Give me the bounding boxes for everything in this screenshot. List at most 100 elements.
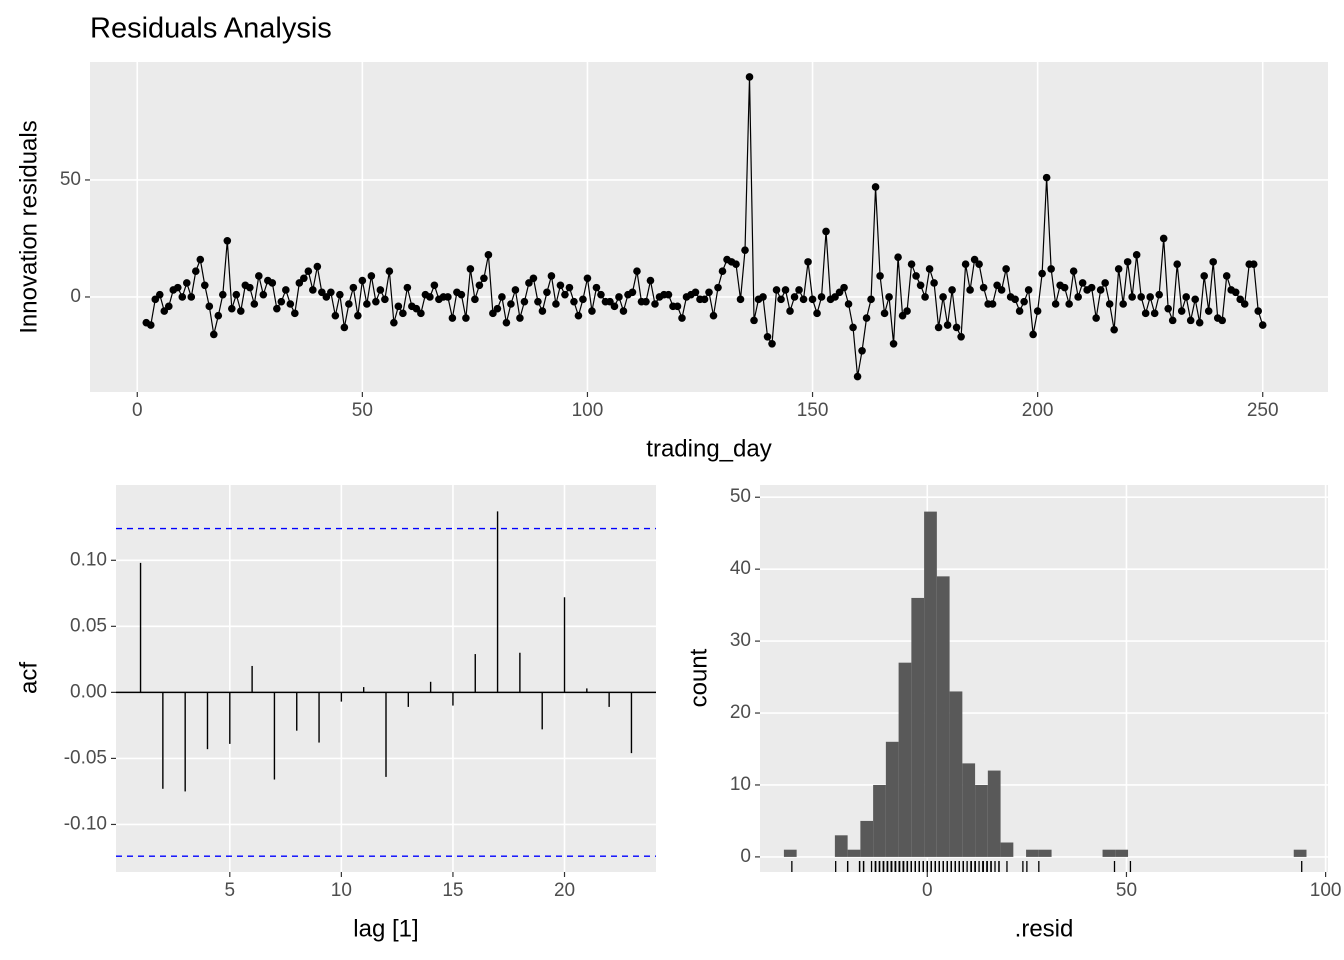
residual-point [966, 286, 974, 294]
residual-point [588, 307, 596, 315]
y-tick-label: 50 [730, 486, 751, 507]
residual-point [304, 267, 313, 276]
residual-point [1038, 269, 1046, 278]
residual-point [921, 293, 929, 301]
residual-point [1146, 293, 1154, 301]
residual-point [363, 300, 371, 308]
residual-point [853, 372, 862, 381]
residual-point [1123, 258, 1132, 266]
residual-point [844, 300, 853, 308]
chart-title: Residuals Analysis [90, 13, 332, 45]
residual-point [1020, 297, 1028, 306]
residual-point [835, 288, 844, 297]
residual-point [1182, 293, 1190, 301]
residual-point [570, 297, 578, 306]
residual-point [1042, 173, 1051, 182]
y-tick-label: 0.00 [70, 681, 107, 702]
residual-point [358, 276, 367, 285]
residual-point [592, 283, 601, 292]
residual-point [182, 279, 191, 287]
histogram-bar [975, 784, 988, 857]
residual-point [412, 304, 421, 313]
residual-point [1002, 265, 1010, 273]
residual-point [1249, 260, 1258, 269]
residual-point [979, 283, 988, 292]
residual-point [700, 295, 709, 304]
y-tick-label: 0.10 [70, 549, 107, 570]
residual-point [1033, 307, 1042, 315]
residual-point [750, 316, 758, 325]
residual-point [273, 304, 281, 313]
residual-point [957, 332, 965, 341]
residual-point [160, 307, 169, 315]
residual-point [1231, 288, 1240, 297]
residual-point [178, 293, 187, 301]
residual-point [736, 295, 745, 304]
residual-point [574, 311, 583, 320]
residual-point [1029, 330, 1037, 339]
residual-point [646, 276, 655, 285]
y-axis-title: count [685, 648, 712, 707]
residual-point [1164, 304, 1172, 313]
residual-point [394, 302, 403, 311]
x-tick-label: 250 [1247, 400, 1279, 421]
residual-point [1078, 279, 1087, 287]
residual-point [1137, 293, 1145, 301]
y-axis-title: Innovation residuals [15, 120, 42, 333]
residual-point [871, 183, 880, 191]
residual-point [1254, 307, 1263, 315]
residual-point [732, 260, 740, 269]
residual-point [295, 279, 304, 287]
x-tick-label: 200 [1022, 400, 1054, 421]
residual-point [173, 283, 182, 292]
residual-point [867, 295, 875, 304]
residual-point [628, 288, 637, 297]
residual-point [1096, 286, 1105, 294]
residual-point [426, 293, 434, 301]
residual-point [529, 274, 538, 283]
residual-point [1065, 300, 1073, 308]
histogram-bar [885, 741, 899, 857]
residual-point [1132, 251, 1141, 259]
residual-point [606, 297, 614, 306]
histogram-bar [987, 770, 1001, 857]
residual-point [376, 286, 385, 294]
residual-point [642, 297, 650, 306]
residual-point [345, 300, 353, 308]
residual-point [952, 323, 961, 332]
residual-point [849, 323, 857, 332]
residual-point [200, 281, 209, 290]
residual-point [430, 281, 439, 290]
histogram-bar [911, 597, 925, 857]
residual-point [565, 283, 574, 292]
y-tick-label: 0.05 [70, 615, 107, 636]
residual-point [1240, 300, 1249, 308]
residual-point [309, 286, 317, 294]
y-tick-label: 50 [60, 169, 81, 190]
histogram-bar [847, 849, 861, 857]
residual-point [268, 279, 277, 287]
histogram-bar [898, 662, 912, 857]
residual-point [444, 293, 452, 301]
residual-point [678, 314, 686, 322]
residual-point [223, 237, 232, 245]
y-axis-title: acf [15, 662, 42, 694]
residual-point [552, 300, 560, 308]
residual-point [210, 330, 218, 339]
residual-point [885, 293, 893, 301]
residual-point [489, 309, 497, 318]
residual-point [205, 302, 214, 311]
x-tick-label: 0 [922, 880, 933, 901]
residual-point [277, 297, 286, 306]
residual-point [417, 309, 425, 318]
residual-point [876, 272, 884, 280]
residual-point [610, 302, 619, 311]
residual-point [889, 339, 898, 348]
residual-point [759, 293, 767, 301]
residual-point [633, 267, 641, 276]
residual-point [943, 321, 952, 329]
histogram-bar [783, 849, 797, 857]
residual-point [255, 272, 263, 280]
residual-point [466, 265, 475, 273]
residual-point [538, 307, 547, 315]
